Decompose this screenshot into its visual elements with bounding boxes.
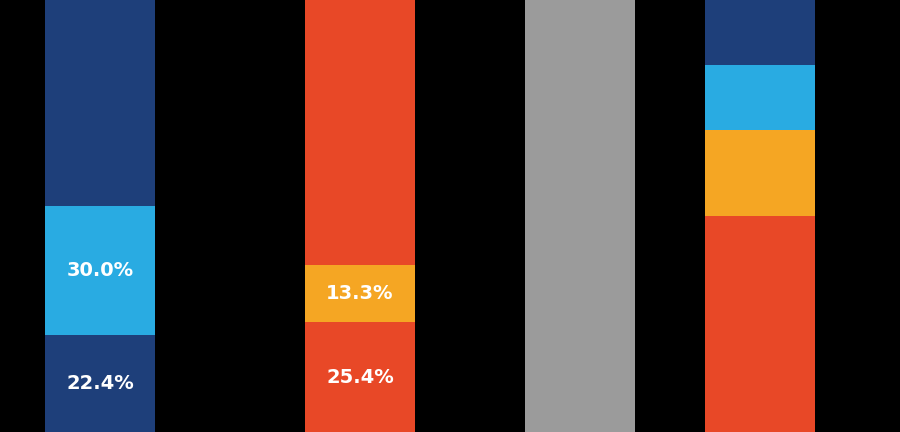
Bar	[525, 0, 635, 432]
Bar	[45, 335, 155, 432]
Text: 25.4%: 25.4%	[326, 368, 394, 387]
Bar	[45, 0, 155, 206]
Bar	[705, 216, 815, 432]
Text: 13.3%: 13.3%	[326, 284, 394, 303]
Bar	[45, 206, 155, 335]
Text: 30.0%: 30.0%	[67, 261, 133, 280]
Bar	[705, 65, 815, 130]
Text: 22.4%: 22.4%	[66, 374, 134, 393]
Bar	[305, 0, 415, 265]
Bar	[705, 130, 815, 216]
Bar	[305, 265, 415, 322]
Bar	[305, 322, 415, 432]
Bar	[705, 0, 815, 65]
